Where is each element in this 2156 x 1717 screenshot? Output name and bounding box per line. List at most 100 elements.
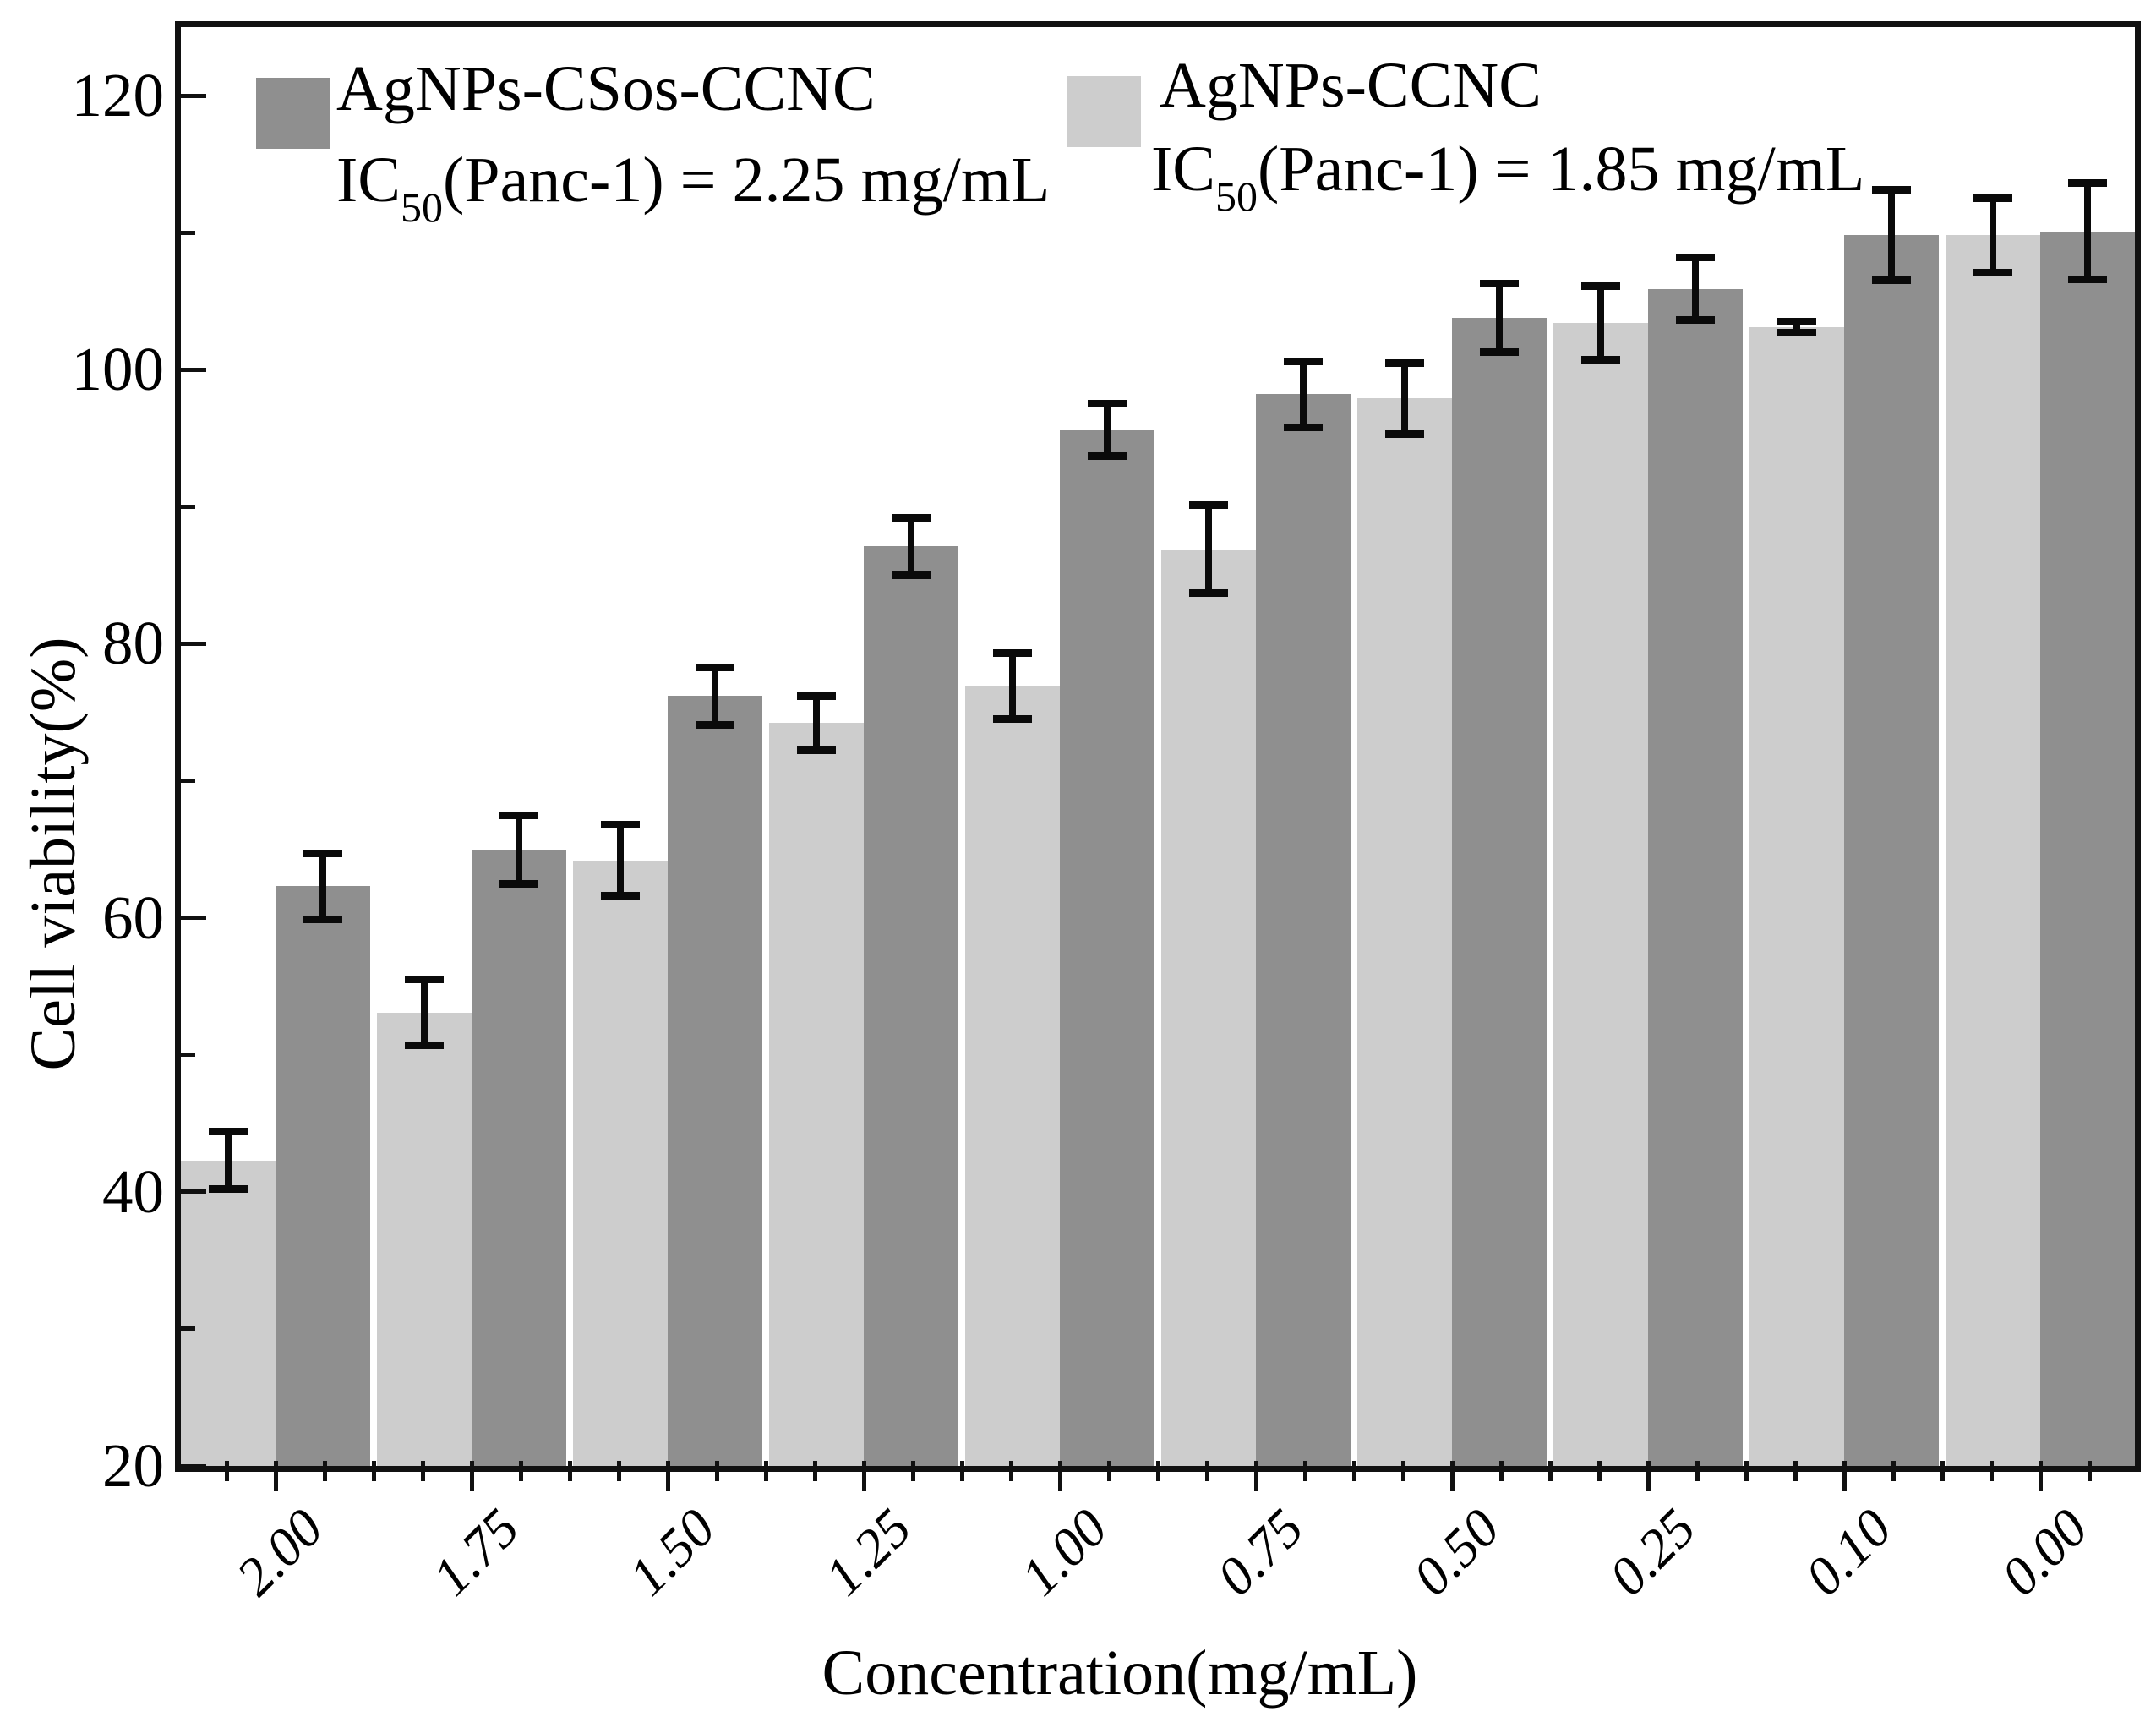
error-bar-AgNPs-CCNC-1.00 (1009, 653, 1016, 719)
bar-AgNPs-CSos-CCNC-2.00 (276, 886, 370, 1466)
error-bar-cap (1189, 501, 1228, 510)
error-bar-cap (1189, 589, 1228, 597)
x-tick-label: 1.75 (421, 1497, 531, 1607)
x-tick-major (273, 1461, 278, 1491)
bar-AgNPs-CSos-CCNC-1.75 (472, 849, 566, 1466)
error-bar-AgNPs-CCNC-1.25 (813, 696, 820, 751)
error-bar-cap (303, 915, 342, 923)
y-tick-major (181, 1463, 206, 1468)
error-bar-AgNPs-CSos-CCNC-1.75 (516, 815, 522, 883)
error-bar-cap (2068, 179, 2107, 188)
x-tick-minor (1597, 1461, 1602, 1481)
x-tick-major (1842, 1461, 1847, 1491)
x-tick-major (665, 1461, 670, 1491)
error-bar-AgNPs-CCNC-2.00 (225, 1131, 232, 1189)
ic50-value-text: (Panc-1) = 1.85 mg/mL (1258, 134, 1865, 205)
error-bar-cap (1480, 279, 1519, 287)
x-tick-minor (1940, 1461, 1945, 1481)
x-tick-major (1449, 1461, 1455, 1491)
error-bar-cap (303, 849, 342, 857)
x-tick-minor (1155, 1461, 1160, 1481)
error-bar-cap (1284, 358, 1323, 365)
bar-AgNPs-CCNC-1.25 (769, 723, 864, 1466)
error-bar-cap (405, 976, 444, 984)
x-tick-minor (1351, 1461, 1356, 1481)
x-tick-minor (1400, 1461, 1405, 1481)
y-tick-label: 20 (102, 1431, 164, 1500)
error-bar-cap (1676, 253, 1715, 261)
error-bar-cap (1088, 451, 1127, 460)
y-tick-minor (181, 779, 195, 783)
y-tick-label: 80 (102, 609, 164, 678)
error-bar-cap (1777, 329, 1816, 336)
x-tick-major (1253, 1461, 1258, 1491)
error-bar-cap (209, 1185, 248, 1194)
error-bar-cap (1480, 347, 1519, 356)
x-tick-minor (1793, 1461, 1798, 1481)
x-tick-label: 1.50 (617, 1497, 727, 1607)
x-tick-label: 1.00 (1009, 1497, 1119, 1607)
x-tick-label: 1.25 (813, 1497, 923, 1607)
error-bar-AgNPs-CSos-CCNC-1.00 (1104, 403, 1111, 457)
error-bar-cap (696, 663, 734, 671)
error-bar-cap (797, 746, 836, 755)
bar-AgNPs-CSos-CCNC-0.25 (1648, 288, 1743, 1466)
error-bar-AgNPs-CCNC-1.50 (617, 824, 624, 896)
error-bar-cap (499, 811, 538, 819)
ic50-value-text: (Panc-1) = 2.25 mg/mL (443, 145, 1051, 216)
error-bar-cap (892, 571, 931, 579)
error-bar-cap (993, 649, 1032, 658)
x-tick-minor (812, 1461, 817, 1481)
bar-AgNPs-CSos-CCNC-1.00 (1060, 429, 1154, 1466)
error-bar-cap (1284, 423, 1323, 431)
error-bar-AgNPs-CCNC-0.10 (1793, 321, 1800, 333)
x-tick-minor (2087, 1461, 2092, 1481)
x-tick-minor (959, 1461, 964, 1481)
bar-AgNPs-CCNC-2.00 (181, 1160, 276, 1466)
x-tick-minor (1891, 1461, 1896, 1481)
legend-swatch-agnps-csos-ccnc (256, 78, 330, 149)
y-tick-minor (181, 1053, 195, 1058)
x-tick-major (469, 1461, 474, 1491)
error-bar-AgNPs-CCNC-0.75 (1205, 505, 1212, 593)
x-tick-minor (224, 1461, 229, 1481)
error-bar-cap (993, 715, 1032, 724)
y-tick-major (181, 916, 206, 921)
ic50-subscript: 50 (1215, 172, 1258, 220)
y-tick-label: 100 (71, 335, 165, 404)
plot-area (175, 21, 2141, 1472)
bar-AgNPs-CCNC-0.00 (1946, 235, 2040, 1466)
x-tick-label: 0.50 (1401, 1497, 1511, 1607)
error-bar-cap (209, 1128, 248, 1135)
bar-AgNPs-CSos-CCNC-0.00 (2040, 231, 2135, 1466)
error-bar-cap (797, 692, 836, 700)
bar-AgNPs-CCNC-1.75 (377, 1012, 472, 1466)
bar-AgNPs-CSos-CCNC-0.75 (1256, 394, 1351, 1466)
error-bar-cap (1973, 194, 2012, 203)
y-tick-major (181, 93, 206, 98)
error-bar-cap (892, 513, 931, 522)
x-tick-label: 0.25 (1597, 1497, 1707, 1607)
error-bar-cap (1385, 429, 1424, 438)
y-tick-major (181, 1189, 206, 1195)
error-bar-AgNPs-CSos-CCNC-0.25 (1692, 257, 1699, 320)
x-tick-minor (1744, 1461, 1749, 1481)
y-tick-major (181, 641, 206, 646)
error-bar-AgNPs-CCNC-1.75 (421, 979, 428, 1046)
legend-label-agnps-ccnc: AgNPs-CCNC (1160, 50, 1542, 121)
bar-AgNPs-CSos-CCNC-1.50 (668, 696, 762, 1466)
error-bar-AgNPs-CSos-CCNC-1.25 (908, 517, 914, 576)
y-tick-label: 120 (71, 61, 165, 129)
ic50-annotation-agnps-ccnc: IC50(Panc-1) = 1.85 mg/mL (1151, 134, 1864, 220)
y-tick-minor (181, 230, 195, 235)
bar-AgNPs-CCNC-1.00 (965, 686, 1060, 1466)
ic50-subscript: 50 (401, 183, 443, 231)
x-tick-minor (371, 1461, 376, 1481)
error-bar-cap (601, 820, 640, 828)
error-bar-AgNPs-CSos-CCNC-0.00 (2084, 183, 2091, 280)
x-tick-minor (1106, 1461, 1111, 1481)
x-tick-label: 0.75 (1205, 1497, 1315, 1607)
x-tick-label: 0.00 (1990, 1497, 2099, 1607)
error-bar-cap (1872, 276, 1911, 285)
bar-AgNPs-CSos-CCNC-1.25 (864, 546, 958, 1466)
